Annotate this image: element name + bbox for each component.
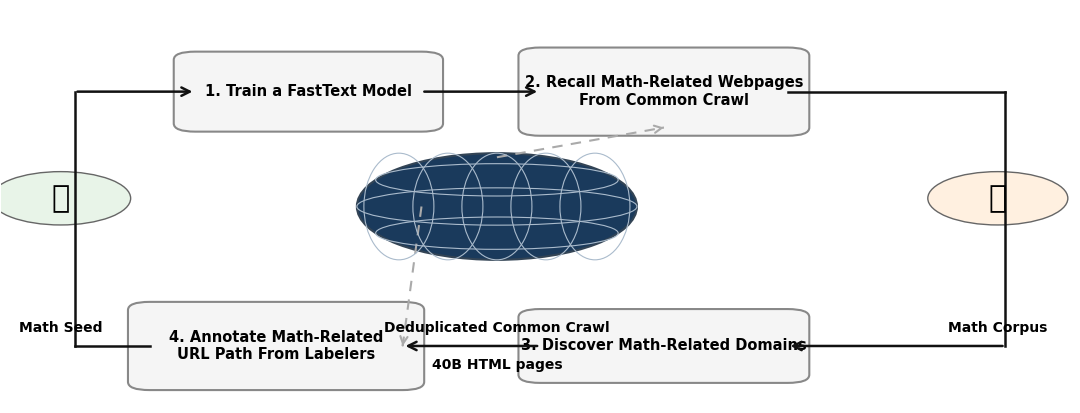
Text: 🌳: 🌳 <box>988 184 1007 213</box>
Text: 3. Discover Math-Related Domains: 3. Discover Math-Related Domains <box>521 339 807 354</box>
FancyBboxPatch shape <box>174 52 443 132</box>
Text: Deduplicated Common Crawl: Deduplicated Common Crawl <box>384 321 610 335</box>
Text: 4. Annotate Math-Related
URL Path From Labelers: 4. Annotate Math-Related URL Path From L… <box>168 330 383 362</box>
Circle shape <box>0 172 131 225</box>
Text: Math Corpus: Math Corpus <box>948 321 1048 335</box>
Circle shape <box>356 153 637 260</box>
FancyBboxPatch shape <box>518 309 809 383</box>
Text: 🌿: 🌿 <box>52 184 70 213</box>
FancyBboxPatch shape <box>127 302 424 390</box>
FancyBboxPatch shape <box>518 47 809 136</box>
Text: 40B HTML pages: 40B HTML pages <box>432 358 563 372</box>
Circle shape <box>928 172 1068 225</box>
Text: 2. Recall Math-Related Webpages
From Common Crawl: 2. Recall Math-Related Webpages From Com… <box>525 76 804 108</box>
Text: 1. Train a FastText Model: 1. Train a FastText Model <box>205 84 411 99</box>
Text: Math Seed: Math Seed <box>18 321 103 335</box>
